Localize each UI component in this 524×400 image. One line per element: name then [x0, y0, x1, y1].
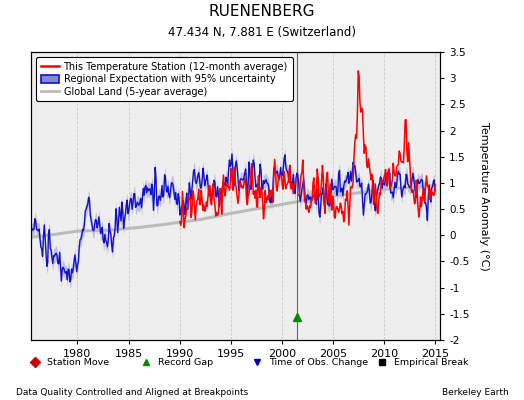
Text: RUENENBERG: RUENENBERG: [209, 4, 315, 19]
Text: 47.434 N, 7.881 E (Switzerland): 47.434 N, 7.881 E (Switzerland): [168, 26, 356, 39]
Text: Record Gap: Record Gap: [158, 358, 213, 367]
Text: Berkeley Earth: Berkeley Earth: [442, 388, 508, 397]
Text: Data Quality Controlled and Aligned at Breakpoints: Data Quality Controlled and Aligned at B…: [16, 388, 248, 397]
Text: Empirical Break: Empirical Break: [394, 358, 468, 367]
Text: Station Move: Station Move: [47, 358, 109, 367]
Text: Time of Obs. Change: Time of Obs. Change: [269, 358, 368, 367]
Legend: This Temperature Station (12-month average), Regional Expectation with 95% uncer: This Temperature Station (12-month avera…: [36, 57, 292, 102]
Y-axis label: Temperature Anomaly (°C): Temperature Anomaly (°C): [479, 122, 489, 270]
